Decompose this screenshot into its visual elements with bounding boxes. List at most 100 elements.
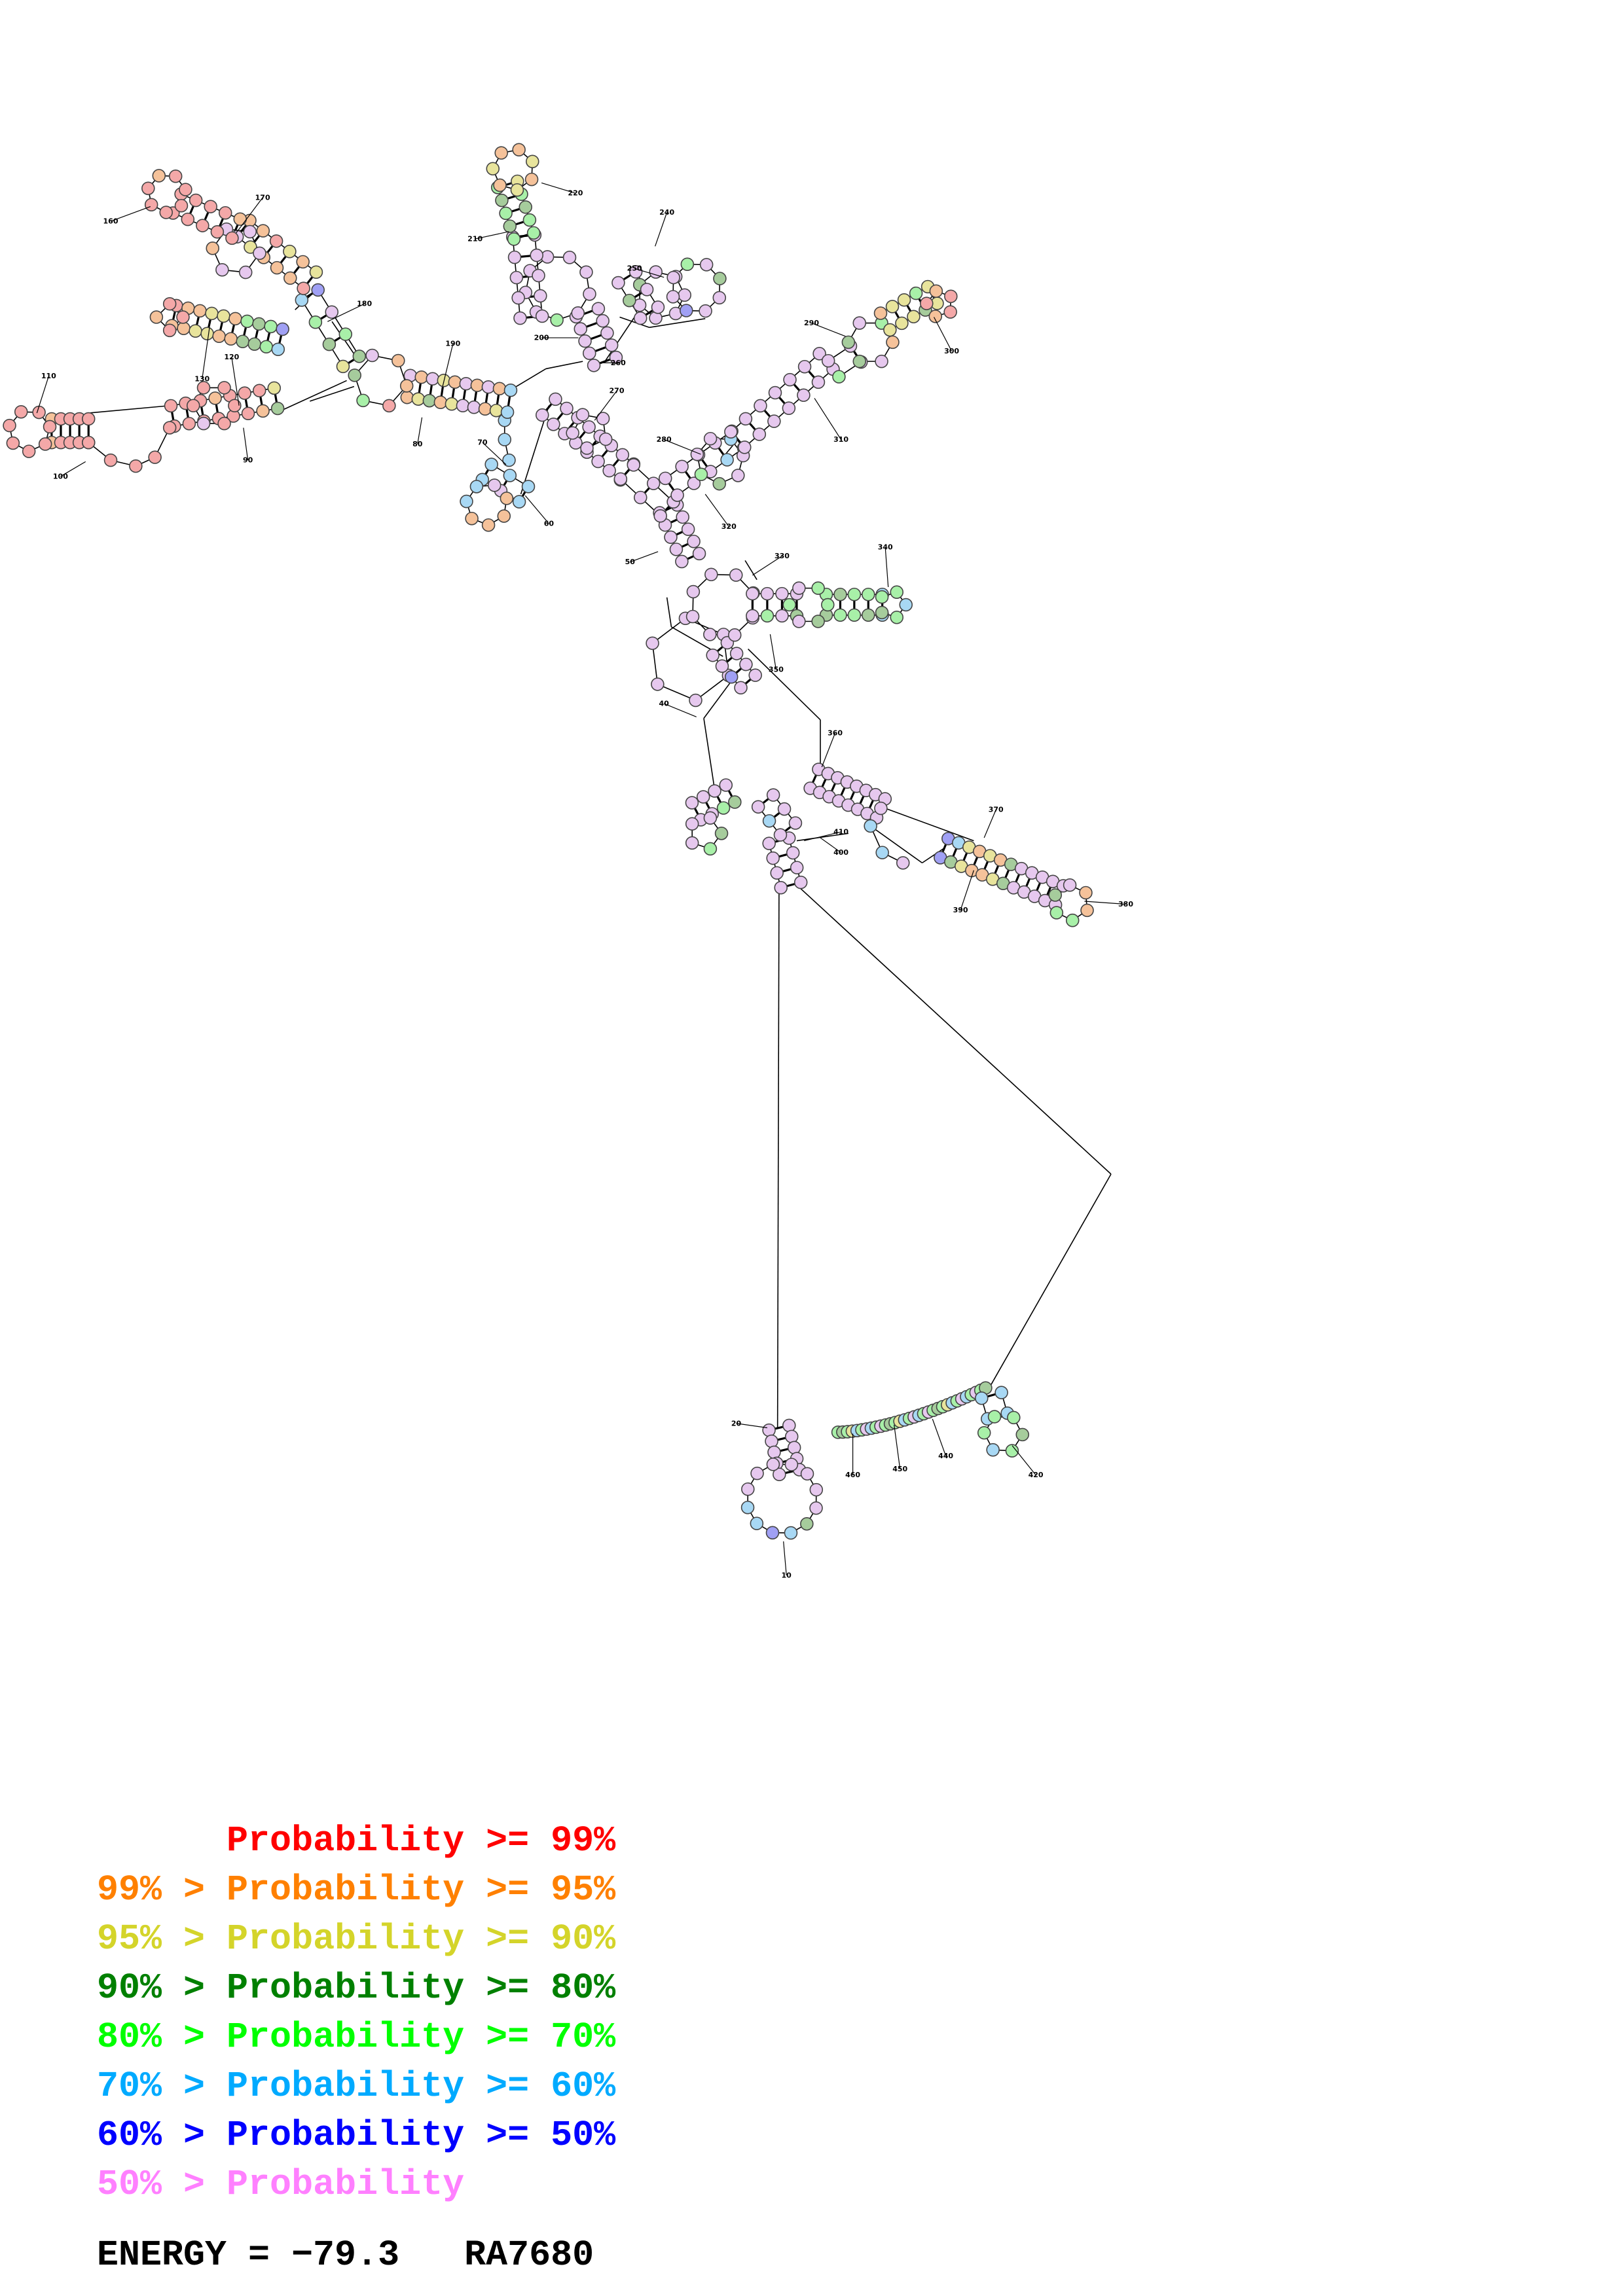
nucleotide bbox=[498, 433, 512, 446]
nucleotide bbox=[797, 359, 812, 374]
nucleotide bbox=[233, 212, 247, 226]
nucleotide bbox=[609, 350, 623, 365]
nucleotide bbox=[481, 380, 496, 394]
position-label: 360 bbox=[828, 729, 843, 738]
nucleotide bbox=[336, 359, 350, 374]
nucleotide bbox=[253, 246, 266, 260]
nucleotide bbox=[14, 404, 28, 419]
nucleotide bbox=[811, 615, 825, 628]
nucleotide bbox=[708, 784, 721, 798]
nucleotide bbox=[782, 401, 796, 415]
position-label: 190 bbox=[445, 340, 460, 348]
nucleotide bbox=[215, 263, 229, 277]
nucleotide bbox=[790, 861, 804, 874]
nucleotide bbox=[728, 795, 742, 809]
nucleotide bbox=[861, 587, 875, 601]
nucleotide bbox=[766, 851, 780, 865]
nucleotide bbox=[666, 290, 680, 304]
position-label: 420 bbox=[1029, 1471, 1044, 1479]
backbone-link bbox=[703, 718, 715, 787]
nucleotide bbox=[703, 811, 718, 825]
legend-range-label: Probability bbox=[227, 2164, 465, 2205]
position-label: 200 bbox=[534, 334, 549, 342]
nucleotide bbox=[141, 181, 155, 196]
legend-range-prefix bbox=[97, 1820, 227, 1861]
legend-range-label: Probability >= 60% bbox=[227, 2066, 616, 2107]
nucleotide bbox=[615, 448, 630, 462]
nucleotide bbox=[680, 304, 693, 317]
nucleotide bbox=[196, 381, 211, 395]
nucleotide bbox=[775, 586, 789, 601]
position-label: 350 bbox=[769, 666, 784, 674]
nucleotide bbox=[460, 494, 473, 509]
legend-range-label: Probability >= 99% bbox=[227, 1820, 616, 1861]
nucleotide bbox=[907, 310, 921, 324]
nucleotide bbox=[236, 334, 249, 348]
nucleotide bbox=[148, 450, 162, 464]
nucleotide bbox=[750, 1516, 764, 1530]
backbone-segment bbox=[657, 683, 696, 701]
nucleotide bbox=[687, 534, 701, 548]
nucleotide bbox=[670, 488, 684, 502]
nucleotide bbox=[503, 469, 517, 482]
nucleotide-nodes bbox=[3, 143, 1094, 1540]
nucleotide bbox=[809, 1501, 823, 1515]
nucleotide bbox=[686, 584, 701, 599]
position-tick bbox=[594, 390, 617, 421]
nucleotide bbox=[81, 412, 96, 426]
position-label: 260 bbox=[611, 359, 626, 367]
legend-row: 90% > Probability >= 80% bbox=[97, 1964, 615, 2013]
nucleotide bbox=[210, 224, 225, 239]
energy-value: ENERGY = −79.3 bbox=[97, 2234, 400, 2276]
nucleotide bbox=[414, 370, 429, 384]
position-label: 90 bbox=[243, 456, 253, 465]
nucleotide bbox=[6, 436, 20, 450]
nucleotide bbox=[186, 399, 200, 413]
nucleotide bbox=[352, 350, 367, 363]
position-tick bbox=[821, 732, 836, 768]
position-label: 60 bbox=[544, 520, 555, 528]
nucleotide bbox=[308, 315, 323, 329]
nucleotide bbox=[699, 258, 714, 272]
position-label: 80 bbox=[412, 440, 423, 448]
nucleotide bbox=[217, 416, 231, 431]
nucleotide bbox=[788, 816, 803, 830]
nucleotide bbox=[489, 403, 503, 418]
nucleotide bbox=[774, 880, 788, 895]
nucleotide bbox=[777, 802, 792, 816]
backbone-segment bbox=[652, 618, 686, 644]
position-label: 240 bbox=[659, 208, 674, 217]
nucleotide bbox=[445, 397, 459, 411]
position-label: 440 bbox=[938, 1452, 953, 1460]
position-tick bbox=[884, 547, 889, 587]
nucleotide bbox=[897, 293, 911, 307]
nucleotide bbox=[864, 819, 877, 833]
nucleotide bbox=[727, 628, 742, 642]
nucleotide bbox=[713, 272, 727, 285]
nucleotide bbox=[602, 463, 616, 478]
position-tick bbox=[327, 303, 365, 322]
position-label: 250 bbox=[627, 264, 642, 273]
nucleotide bbox=[800, 1517, 814, 1531]
position-tick bbox=[475, 231, 509, 240]
nucleotide bbox=[536, 408, 549, 422]
nucleotide bbox=[784, 1458, 799, 1471]
position-tick bbox=[804, 831, 841, 842]
nucleotide bbox=[760, 609, 775, 623]
backbone-link bbox=[666, 597, 672, 627]
position-tick bbox=[932, 1418, 947, 1456]
nucleotide bbox=[737, 440, 752, 454]
position-label: 410 bbox=[833, 828, 848, 836]
position-label: 110 bbox=[41, 372, 56, 380]
nucleotide bbox=[267, 381, 282, 395]
nucleotide bbox=[206, 242, 219, 255]
nucleotide bbox=[311, 283, 325, 297]
nucleotide bbox=[502, 453, 516, 467]
nucleotide bbox=[604, 338, 619, 352]
nucleotide bbox=[767, 1445, 781, 1460]
position-tick bbox=[541, 182, 576, 194]
nucleotide bbox=[675, 554, 689, 569]
nucleotide bbox=[793, 875, 808, 889]
legend-range-label: Probability >= 95% bbox=[227, 1869, 616, 1910]
nucleotide bbox=[773, 828, 788, 842]
